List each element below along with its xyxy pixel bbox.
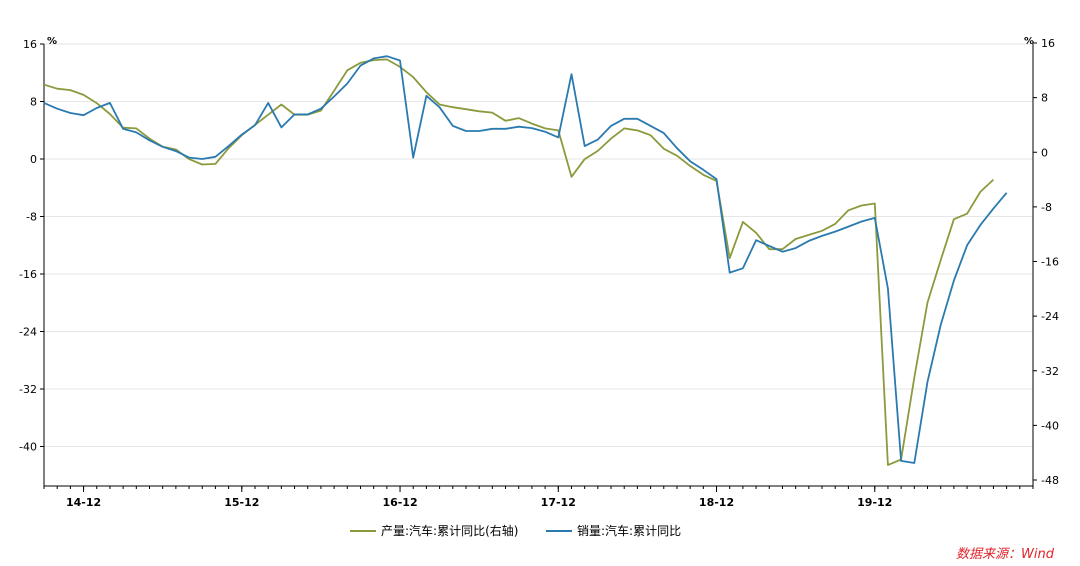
- series-lines: [43, 55, 1008, 466]
- legend-label: 产量:汽车:累计同比(右轴): [381, 523, 518, 538]
- left-axis-tick-label: -40: [19, 441, 37, 454]
- right-axis-tick-label: -40: [1041, 419, 1059, 432]
- left-axis-unit: %: [47, 36, 57, 47]
- left-axis-tick-label: -24: [19, 326, 37, 339]
- x-axis-tick-label: 19-12: [857, 496, 892, 509]
- left-axis-tick-label: -16: [19, 268, 37, 281]
- x-axis-tick-label: 18-12: [699, 496, 734, 509]
- x-axis-tick-label: 14-12: [66, 496, 101, 509]
- series-line-sales: [43, 55, 1008, 464]
- source-note: 数据来源：Wind: [956, 547, 1055, 562]
- axes: 16 8 0 -8 -16 -24 -32 -40 16 8 0 -8 -16 -24 -32 -40 -48 1…: [19, 37, 1059, 509]
- left-axis-tick-label: -32: [19, 383, 37, 396]
- right-axis-tick-label: 16: [1041, 37, 1055, 50]
- x-axis-tick-label: 15-12: [224, 496, 259, 509]
- right-axis-tick-label: -16: [1041, 256, 1059, 269]
- x-axis-tick-label: 16-12: [382, 496, 417, 509]
- right-axis-unit: %: [1024, 36, 1034, 47]
- right-axis-tick-label: -8: [1041, 201, 1052, 214]
- left-axis-tick-label: 8: [30, 96, 37, 109]
- left-axis-tick-label: 16: [23, 38, 37, 51]
- left-axis-tick-label: 0: [30, 153, 37, 166]
- right-axis-tick-label: -32: [1041, 365, 1059, 378]
- series-line-production: [43, 58, 995, 466]
- legend: 产量:汽车:累计同比(右轴) 销量:汽车:累计同比: [350, 523, 681, 538]
- right-axis-tick-label: -48: [1041, 474, 1059, 487]
- right-axis-tick-label: 8: [1041, 92, 1048, 105]
- grid: [44, 43, 1033, 447]
- legend-label: 销量:汽车:累计同比: [577, 523, 681, 538]
- left-axis-tick-label: -8: [26, 211, 37, 224]
- x-axis-tick-label: 17-12: [541, 496, 576, 509]
- right-axis-tick-label: 0: [1041, 146, 1048, 159]
- right-axis-tick-label: -24: [1041, 310, 1059, 323]
